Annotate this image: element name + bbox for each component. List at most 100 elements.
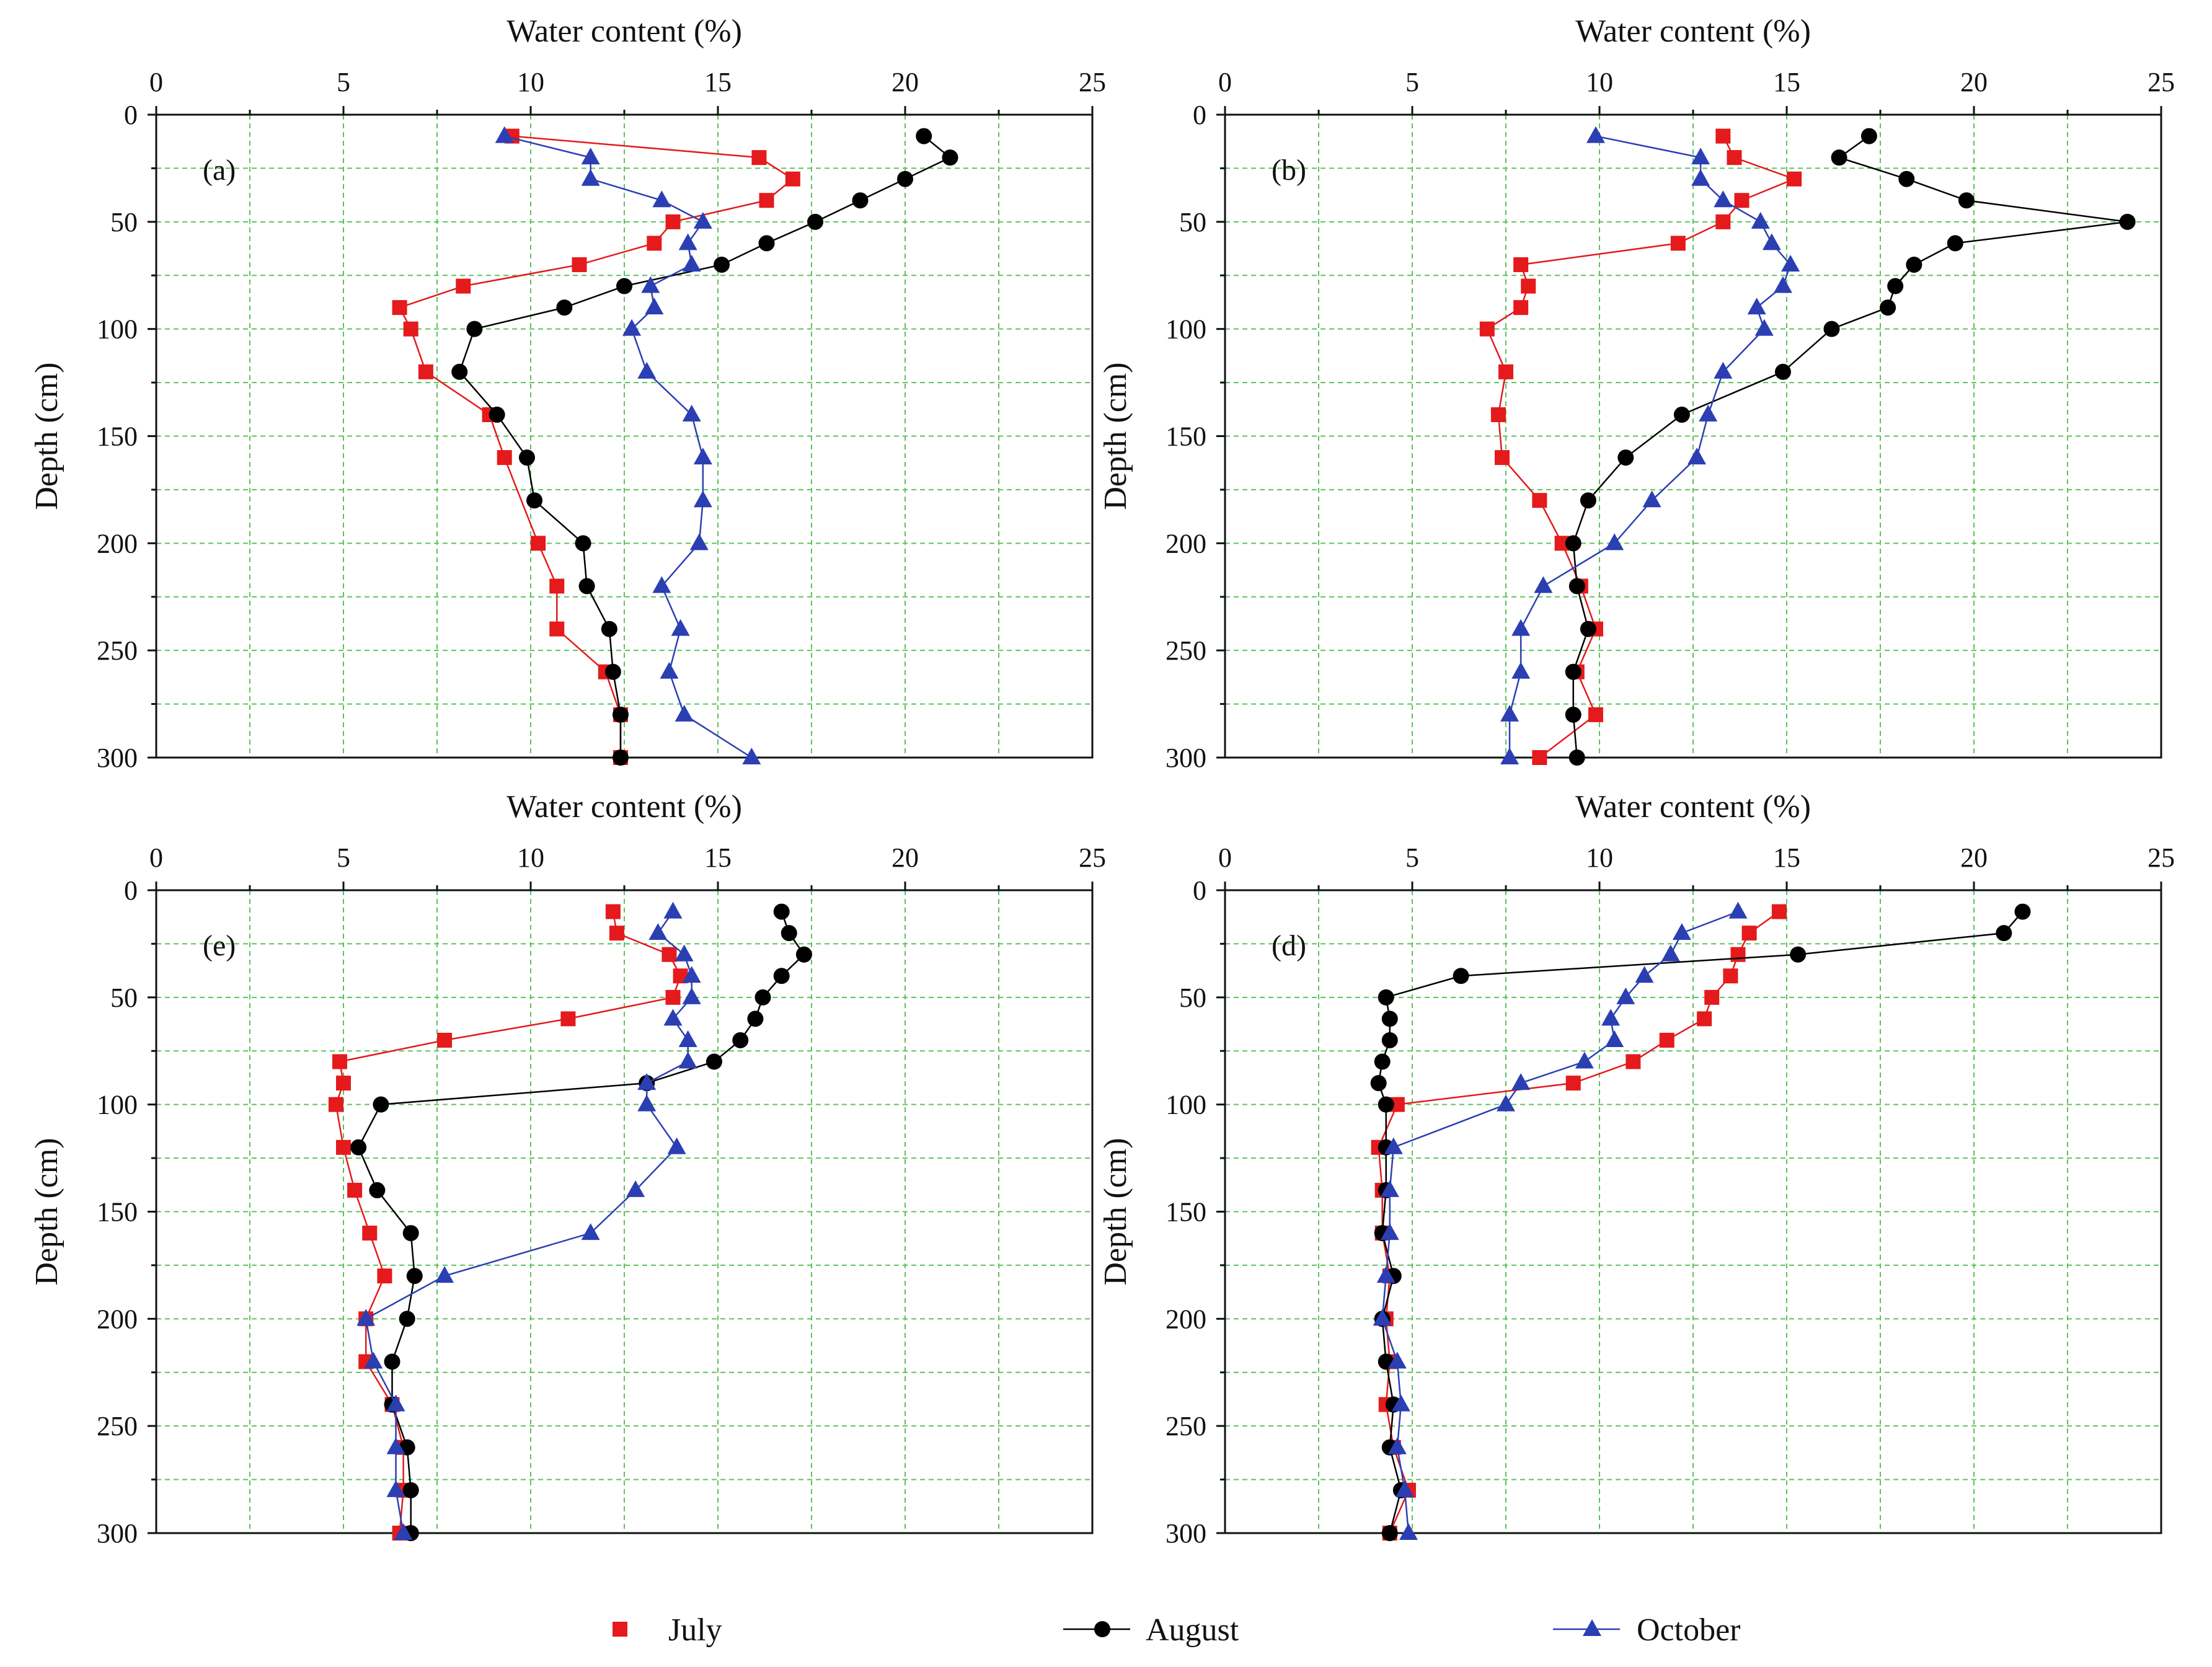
data-point <box>1605 1030 1624 1047</box>
data-point <box>1384 1137 1403 1154</box>
series-august <box>451 128 958 766</box>
y-tick-label: 50 <box>1179 207 1206 237</box>
data-point <box>1723 968 1738 984</box>
data-point <box>773 968 790 984</box>
data-point <box>392 300 407 316</box>
data-point <box>665 989 681 1005</box>
data-point <box>1747 298 1766 315</box>
data-point <box>706 1053 722 1070</box>
data-point <box>1601 1009 1621 1026</box>
data-point <box>682 966 701 983</box>
data-point <box>1500 704 1520 722</box>
data-point <box>1399 1523 1418 1540</box>
data-point <box>1773 276 1792 293</box>
data-point <box>1787 171 1802 187</box>
x-axis-title: Water content (%) <box>507 789 742 825</box>
y-tick-label: 150 <box>1166 422 1206 452</box>
data-point <box>1751 211 1770 229</box>
y-tick-label: 50 <box>110 207 138 237</box>
x-tick-label: 10 <box>1586 67 1613 97</box>
data-point <box>663 901 683 919</box>
data-point <box>518 449 535 466</box>
series-line <box>335 911 681 1534</box>
data-point <box>637 1073 657 1090</box>
panel-label: (d) <box>1272 929 1306 962</box>
data-point <box>497 450 512 466</box>
data-point <box>671 619 690 636</box>
x-tick-label: 20 <box>891 842 919 873</box>
data-point <box>754 989 771 1006</box>
y-tick-label: 150 <box>97 1197 138 1227</box>
data-point <box>689 533 709 551</box>
y-tick-label: 200 <box>1166 528 1206 559</box>
data-point <box>575 535 591 552</box>
y-tick-label: 100 <box>97 1090 138 1120</box>
data-point <box>1704 989 1720 1005</box>
data-point <box>732 1032 749 1048</box>
data-point <box>1958 192 1975 209</box>
y-tick-label: 300 <box>1166 1518 1206 1549</box>
data-point <box>581 1223 600 1240</box>
data-point <box>377 1268 392 1284</box>
data-point <box>572 257 587 272</box>
legend: July August October <box>613 1612 1740 1648</box>
data-point <box>1790 946 1807 963</box>
data-point <box>384 1353 400 1370</box>
series-line <box>458 135 952 758</box>
data-point <box>612 706 629 723</box>
data-point <box>916 128 932 144</box>
data-point <box>645 298 664 315</box>
x-tick-label: 0 <box>149 842 163 873</box>
data-point <box>1391 1394 1410 1412</box>
data-point <box>451 363 468 380</box>
data-point <box>1714 190 1733 208</box>
x-tick-label: 25 <box>1079 67 1106 97</box>
data-point <box>1880 299 1896 316</box>
data-point <box>1387 1437 1407 1454</box>
data-point <box>364 1351 383 1369</box>
data-point <box>795 946 812 963</box>
y-tick-label: 200 <box>1166 1304 1206 1334</box>
data-point <box>437 1032 453 1048</box>
data-point <box>1605 533 1624 551</box>
data-point <box>1513 300 1529 316</box>
data-point <box>1532 493 1547 508</box>
data-point <box>402 1225 419 1242</box>
data-point <box>759 193 774 208</box>
data-point <box>332 1054 347 1069</box>
data-point <box>1374 1053 1391 1070</box>
series-line <box>1378 911 1780 1534</box>
y-tick-label: 150 <box>1166 1197 1206 1227</box>
data-point <box>1521 278 1536 294</box>
data-point <box>682 254 701 272</box>
data-point <box>616 278 632 294</box>
data-point <box>663 1009 683 1026</box>
series-line <box>398 135 794 758</box>
data-point <box>406 1268 423 1285</box>
data-point <box>1381 1032 1398 1048</box>
data-point <box>1906 256 1922 273</box>
data-point <box>1673 406 1690 423</box>
data-point <box>1565 535 1582 552</box>
data-point <box>2014 903 2031 920</box>
grid-lines <box>1225 890 2161 1533</box>
data-point <box>693 448 712 465</box>
y-tick-label: 150 <box>97 422 138 452</box>
x-tick-label: 15 <box>1773 67 1800 97</box>
data-point <box>678 233 697 250</box>
data-point <box>1659 1032 1674 1048</box>
x-tick-label: 5 <box>337 842 350 873</box>
data-point <box>1691 148 1710 165</box>
series-line <box>1572 135 2128 758</box>
series-october <box>495 126 761 764</box>
data-point <box>1586 126 1605 143</box>
data-point <box>1381 1525 1398 1541</box>
data-point <box>1715 214 1731 229</box>
data-point <box>1381 1010 1398 1027</box>
data-point <box>1635 966 1654 983</box>
data-point <box>1996 925 2012 942</box>
x-tick-label: 15 <box>1773 842 1800 873</box>
legend-marker <box>1583 1619 1601 1636</box>
